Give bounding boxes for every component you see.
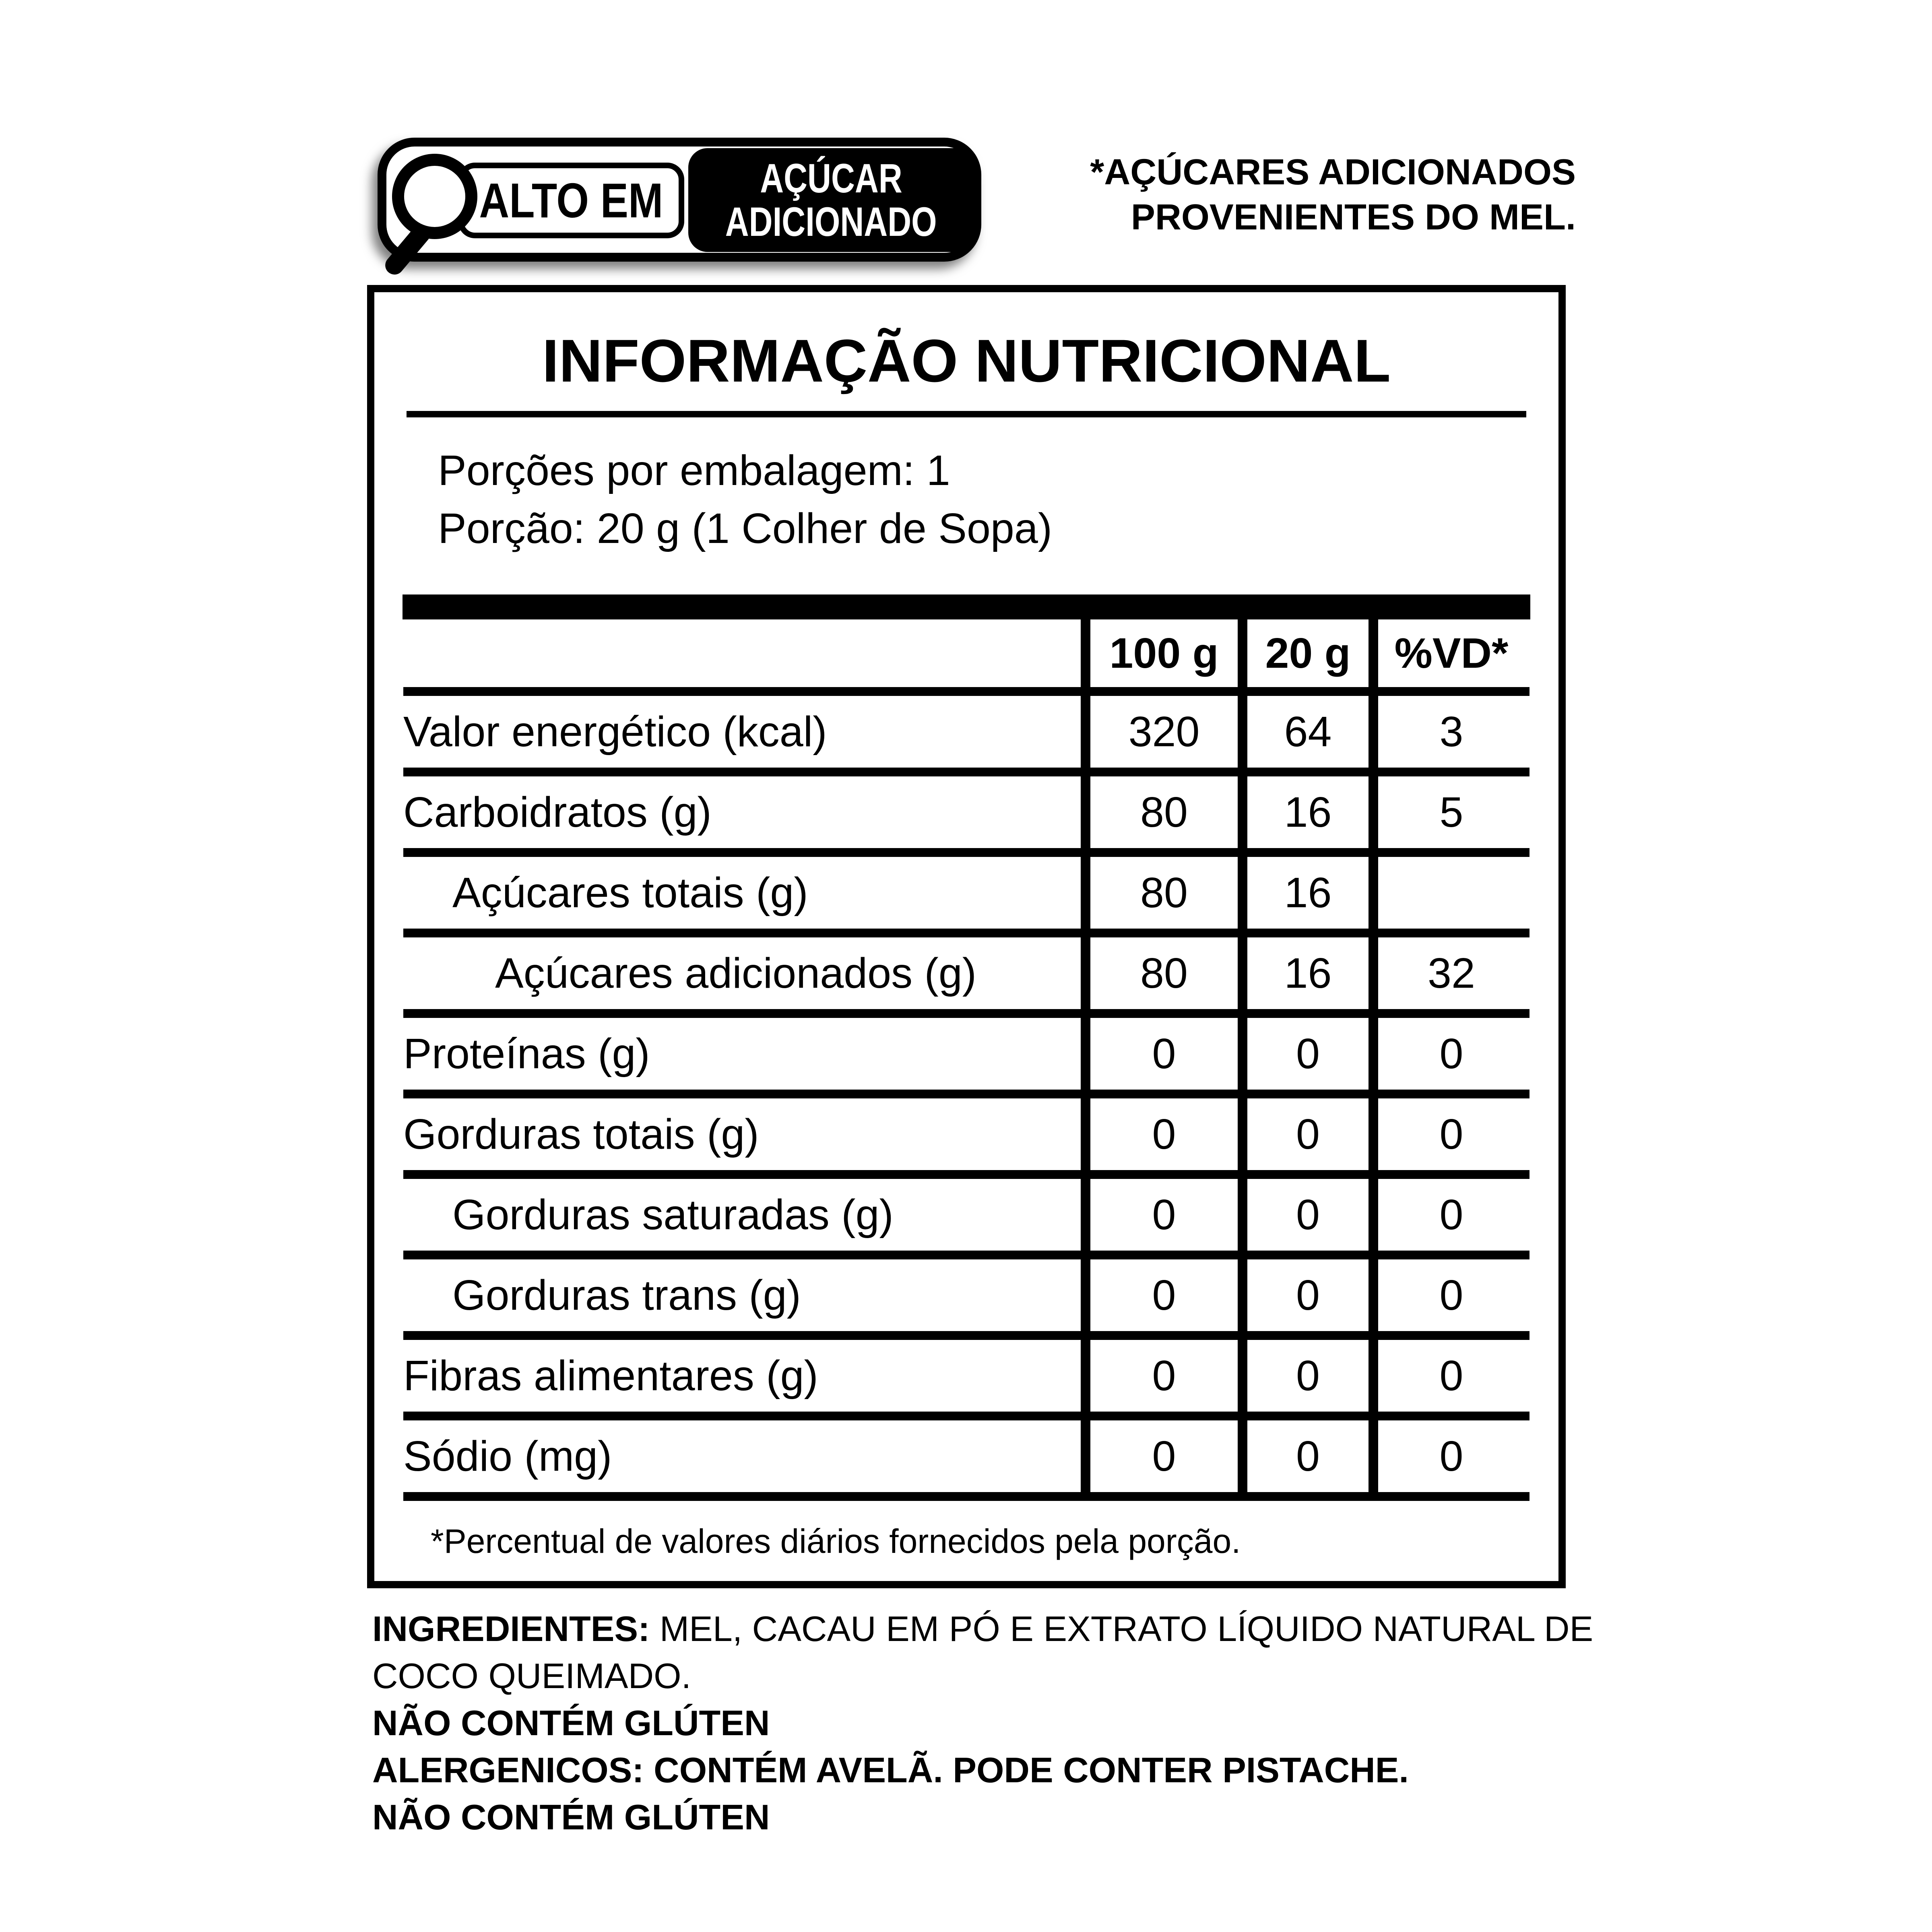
column-divider-1 [1081,619,1090,1501]
added-sugars-note-line2: PROVENIENTES DO MEL. [1131,197,1576,237]
serving-size: Porção: 20 g (1 Colher de Sopa) [438,505,1053,552]
row-label: Carboidratos (g) [403,788,712,836]
row-label: Gorduras saturadas (g) [452,1191,894,1238]
row-value-20g: 0 [1296,1030,1320,1077]
row-value-100g: 320 [1128,708,1200,755]
row-value-vd: 3 [1439,708,1463,755]
nutrition-title: INFORMAÇÃO NUTRICIONAL [542,327,1391,394]
row-label: Açúcares totais (g) [452,869,808,916]
added-sugars-note: *AÇÚCARES ADICIONADOS PROVENIENTES DO ME… [958,150,1576,240]
alto-em-box: ALTO EM [458,163,684,238]
high-in-warning-seal: ALTO EM AÇÚCAR ADICIONADO [378,138,981,279]
table-row: Fibras alimentares (g) 0 0 0 [403,1340,1530,1420]
row-value-vd: 0 [1439,1110,1463,1158]
nutrition-facts-panel: INFORMAÇÃO NUTRICIONAL Porções por embal… [367,285,1566,1588]
table-row: Sódio (mg) 0 0 0 [403,1420,1530,1501]
row-value-vd: 0 [1439,1352,1463,1399]
row-value-100g: 80 [1140,869,1188,916]
column-divider-3 [1368,619,1378,1501]
title-divider [407,411,1526,417]
row-value-100g: 0 [1152,1352,1176,1399]
row-value-20g: 16 [1284,869,1332,916]
ingredients-block: INGREDIENTES: MEL, CACAU EM PÓ E EXTRATO… [372,1605,1600,1841]
ingredients-value: MEL, CACAU EM PÓ E EXTRATO LÍQUIDO NATUR… [372,1609,1593,1696]
allergens-line: ALERGENICOS: CONTÉM AVELÃ. PODE CONTER P… [372,1750,1409,1790]
thick-divider-bar [402,594,1530,619]
alto-em-label: ALTO EM [479,173,663,228]
col-header-vd: %VD* [1394,629,1509,677]
magnifier-icon [392,154,477,239]
table-row: Proteínas (g) 0 0 0 [403,1018,1530,1098]
table-header-row: 100 g 20 g %VD* [403,619,1530,696]
sugar-label-line1: AÇÚCAR [760,155,902,201]
nutrition-grid: 100 g 20 g %VD* Valor energético (kcal) … [403,619,1530,1501]
gluten-free-line-1: NÃO CONTÉM GLÚTEN [372,1703,770,1743]
row-value-vd: 0 [1439,1271,1463,1319]
row-value-20g: 0 [1296,1110,1320,1158]
row-value-20g: 0 [1296,1352,1320,1399]
row-label: Gorduras totais (g) [403,1110,759,1158]
row-value-vd: 5 [1439,788,1463,836]
ingredients-label: INGREDIENTES: [372,1609,650,1649]
servings-per-package: Porções por embalagem: 1 [438,447,950,494]
table-row: Gorduras totais (g) 0 0 0 [403,1098,1530,1179]
sugar-label-line2: ADICIONADO [725,199,937,245]
row-value-100g: 0 [1152,1110,1176,1158]
row-label: Gorduras trans (g) [452,1271,801,1319]
row-value-100g: 80 [1140,788,1188,836]
gluten-free-line-2: NÃO CONTÉM GLÚTEN [372,1797,770,1837]
row-value-20g: 0 [1296,1191,1320,1238]
table-row: Açúcares totais (g) 80 16 [403,857,1530,937]
added-sugars-note-line1: *AÇÚCARES ADICIONADOS [1090,152,1576,192]
row-value-100g: 0 [1152,1191,1176,1238]
row-value-100g: 0 [1152,1271,1176,1319]
table-row: Açúcares adicionados (g) 80 16 32 [403,937,1530,1018]
row-label: Fibras alimentares (g) [403,1352,818,1399]
row-value-vd: 0 [1439,1030,1463,1077]
row-label: Sódio (mg) [403,1432,612,1480]
sugar-added-box: AÇÚCAR ADICIONADO [688,148,974,252]
row-value-vd: 0 [1439,1432,1463,1480]
ingredients-line: INGREDIENTES: MEL, CACAU EM PÓ E EXTRATO… [372,1605,1600,1699]
serving-info: Porções por embalagem: 1 Porção: 20 g (1… [438,442,1530,557]
col-header-20g: 20 g [1265,629,1351,677]
column-divider-2 [1238,619,1247,1501]
row-value-100g: 0 [1152,1432,1176,1480]
row-value-20g: 0 [1296,1432,1320,1480]
row-label: Valor energético (kcal) [403,708,827,755]
col-header-100g: 100 g [1109,629,1219,677]
row-value-20g: 16 [1284,949,1332,997]
row-value-vd: 0 [1439,1191,1463,1238]
row-value-20g: 0 [1296,1271,1320,1319]
table-row: Gorduras saturadas (g) 0 0 0 [403,1179,1530,1259]
row-value-100g: 0 [1152,1030,1176,1077]
row-value-20g: 64 [1284,708,1332,755]
row-label: Proteínas (g) [403,1030,650,1077]
table-row: Carboidratos (g) 80 16 5 [403,776,1530,857]
row-value-100g: 80 [1140,949,1188,997]
daily-value-footnote: *Percentual de valores diários fornecido… [431,1522,1241,1560]
warning-seal-inner: ALTO EM AÇÚCAR ADICIONADO [381,147,974,279]
row-label: Açúcares adicionados (g) [495,949,977,997]
table-row: Gorduras trans (g) 0 0 0 [403,1259,1530,1340]
table-row: Valor energético (kcal) 320 64 3 [403,696,1530,776]
row-value-vd: 32 [1428,949,1475,997]
row-value-20g: 16 [1284,788,1332,836]
